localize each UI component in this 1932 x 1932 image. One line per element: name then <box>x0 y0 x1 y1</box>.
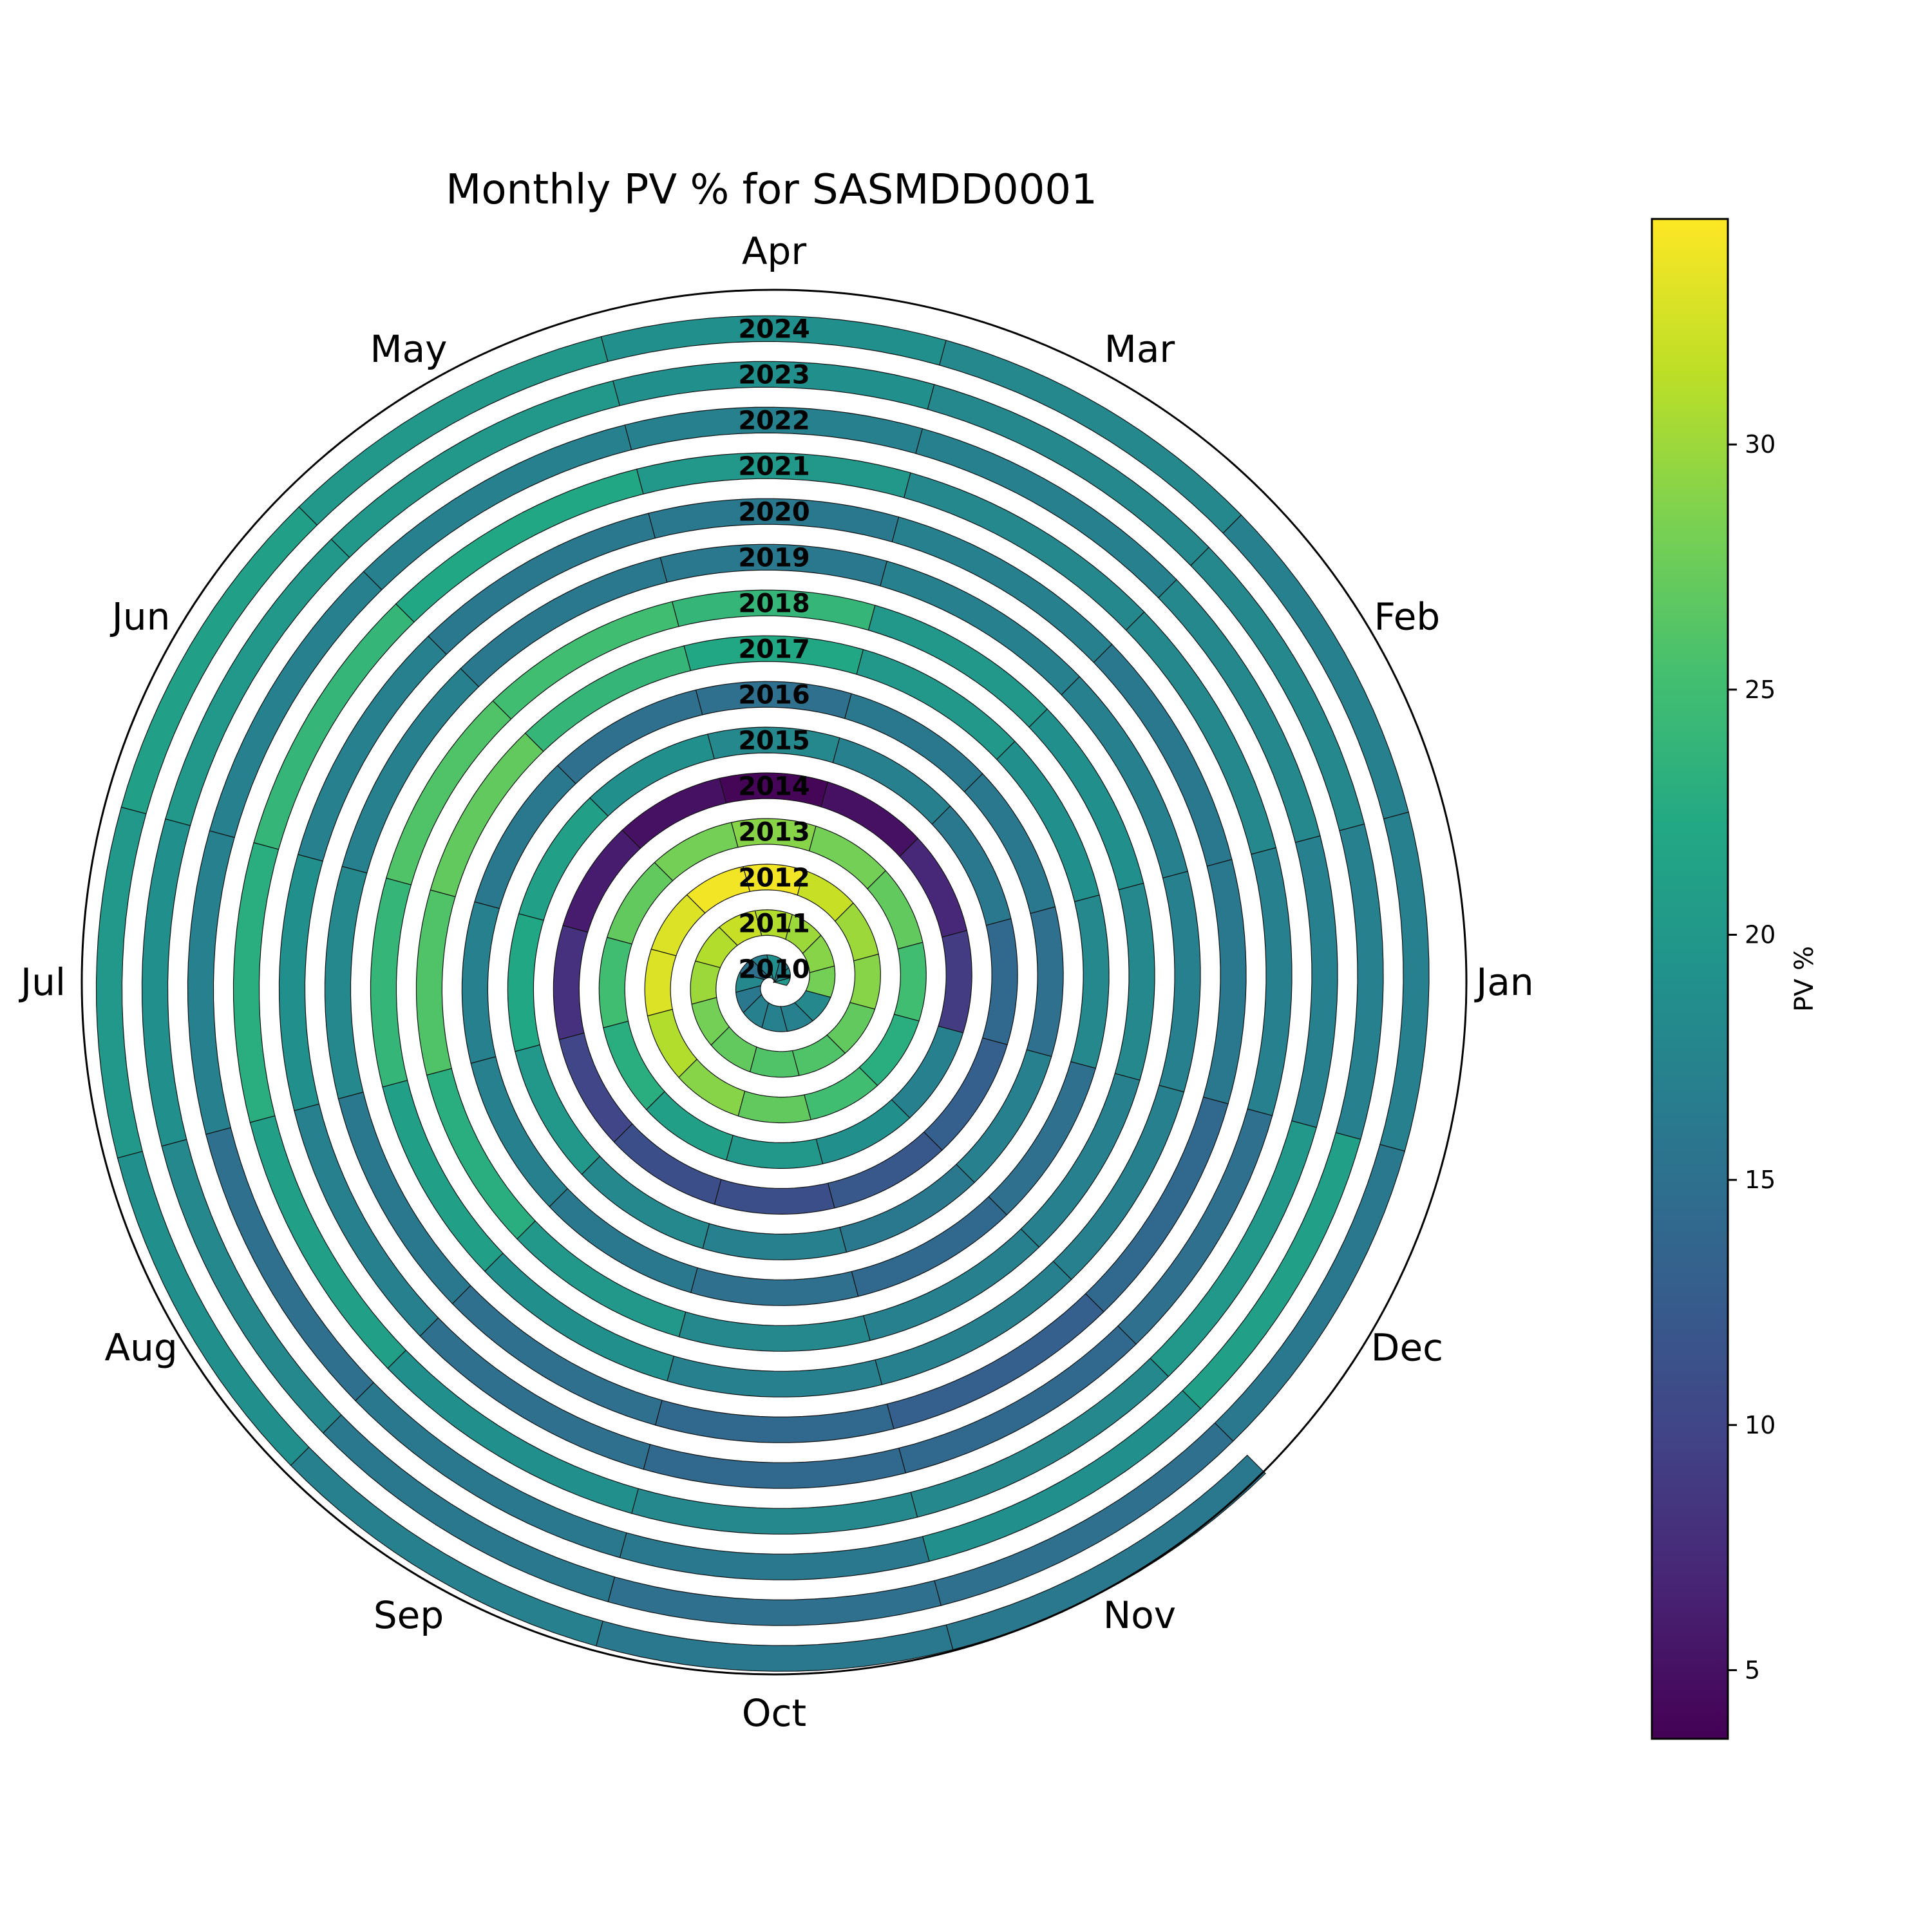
cell-2012-sep <box>678 1058 746 1117</box>
year-label-2014: 2014 <box>738 772 810 801</box>
month-label-aug: Aug <box>104 1326 177 1370</box>
cell-2016-oct <box>690 1267 859 1306</box>
cell-2019-jan <box>1159 871 1201 1093</box>
cell-2015-oct <box>702 1223 848 1260</box>
colorbar: 5 10 15 20 25 30 PV % <box>1651 218 1819 1740</box>
month-label-dec: Dec <box>1371 1326 1443 1370</box>
year-label-2023: 2023 <box>738 360 810 390</box>
colorbar-tick-label-25: 25 <box>1745 676 1776 704</box>
month-label-apr: Apr <box>742 229 806 273</box>
cell-2020-jul <box>278 854 323 1112</box>
cell-2012-oct <box>737 1090 811 1124</box>
year-label-2013: 2013 <box>738 817 810 847</box>
polar-frame <box>80 289 1468 1676</box>
month-label-jul: Jul <box>19 960 66 1004</box>
month-label-feb: Feb <box>1374 595 1441 639</box>
cell-2023-jul <box>141 818 191 1147</box>
cell-2020-oct <box>643 1444 907 1489</box>
year-label-2019: 2019 <box>738 543 810 573</box>
cell-2013-feb <box>866 870 923 950</box>
cell-2019-jul <box>324 866 368 1100</box>
colorbar-tick-label-5: 5 <box>1745 1656 1760 1684</box>
month-label-jun: Jun <box>110 595 171 639</box>
cell-2010-mar <box>773 958 790 984</box>
month-label-jan: Jan <box>1474 960 1533 1004</box>
cell-2012-jan <box>849 953 881 1010</box>
year-label-2010: 2010 <box>738 954 810 984</box>
cell-2015-jan <box>981 918 1018 1045</box>
cell-2014-jul <box>553 925 589 1041</box>
cell-2021-oct <box>631 1488 918 1535</box>
chart-title: Monthly PV % for SASMDD0001 <box>446 166 1097 214</box>
cell-2024-jul <box>95 806 147 1159</box>
year-label-2017: 2017 <box>738 634 810 664</box>
spiral-cells <box>95 315 1430 1672</box>
year-label-2021: 2021 <box>738 451 810 481</box>
cell-2015-jul <box>507 913 544 1052</box>
cell-2018-oct <box>667 1356 883 1397</box>
cell-2013-jan <box>893 942 927 1022</box>
cell-2018-jul <box>370 877 412 1088</box>
month-label-mar: Mar <box>1104 327 1175 371</box>
cell-2020-jan <box>1202 858 1247 1104</box>
cell-2019-oct <box>654 1399 895 1443</box>
cell-2021-jul <box>232 842 279 1123</box>
year-label-2020: 2020 <box>738 497 810 527</box>
cell-2021-jan <box>1247 847 1293 1117</box>
colorbar-tick-label-10: 10 <box>1745 1411 1776 1439</box>
cell-2024-jan <box>1379 811 1430 1152</box>
cell-2012-jul <box>644 949 677 1017</box>
cell-2012-nov <box>804 1066 878 1121</box>
cell-2010-jan <box>772 977 791 986</box>
cell-2017-jan <box>1070 894 1110 1069</box>
year-label-2024: 2024 <box>738 314 810 344</box>
cell-2014-oct <box>714 1179 835 1215</box>
year-label-2016: 2016 <box>738 680 810 710</box>
cell-2010-apr <box>766 954 781 983</box>
year-label-2022: 2022 <box>738 406 810 435</box>
cell-2011-oct <box>749 1046 800 1078</box>
cell-2018-jan <box>1114 882 1155 1081</box>
month-label-oct: Oct <box>742 1691 806 1735</box>
cell-2013-jul <box>598 936 633 1028</box>
year-label-2012: 2012 <box>738 863 810 893</box>
year-label-2018: 2018 <box>738 589 810 618</box>
month-label-nov: Nov <box>1103 1593 1176 1637</box>
cell-2017-oct <box>678 1311 871 1352</box>
colorbar-gradient <box>1651 218 1729 1740</box>
cell-2023-oct <box>607 1576 942 1626</box>
year-label-2015: 2015 <box>738 726 810 755</box>
colorbar-tick-label-15: 15 <box>1745 1166 1776 1194</box>
colorbar-tick-label-30: 30 <box>1745 430 1776 459</box>
month-label-sep: Sep <box>374 1593 444 1637</box>
month-label-may: May <box>370 327 448 371</box>
cell-2016-jul <box>461 901 500 1064</box>
cell-2022-jul <box>187 830 235 1135</box>
year-label-2011: 2011 <box>738 909 810 938</box>
cell-2017-jul <box>415 889 456 1076</box>
cell-2022-oct <box>619 1532 930 1580</box>
colorbar-label: PV % <box>1790 946 1819 1012</box>
cell-2016-jan <box>1026 906 1064 1057</box>
cell-2013-oct <box>726 1135 824 1170</box>
cell-2023-jan <box>1335 823 1384 1140</box>
month-labels: Jan Feb Mar Apr May Jun Jul Aug Sep Oct Nov Dec <box>19 229 1534 1735</box>
colorbar-tick-label-20: 20 <box>1745 920 1776 949</box>
year-labels: 2010 2011 2012 2013 2014 2015 2016 2017 2018 2019… <box>738 314 810 984</box>
cell-2014-jan <box>938 930 972 1034</box>
cell-2022-jan <box>1291 835 1338 1128</box>
